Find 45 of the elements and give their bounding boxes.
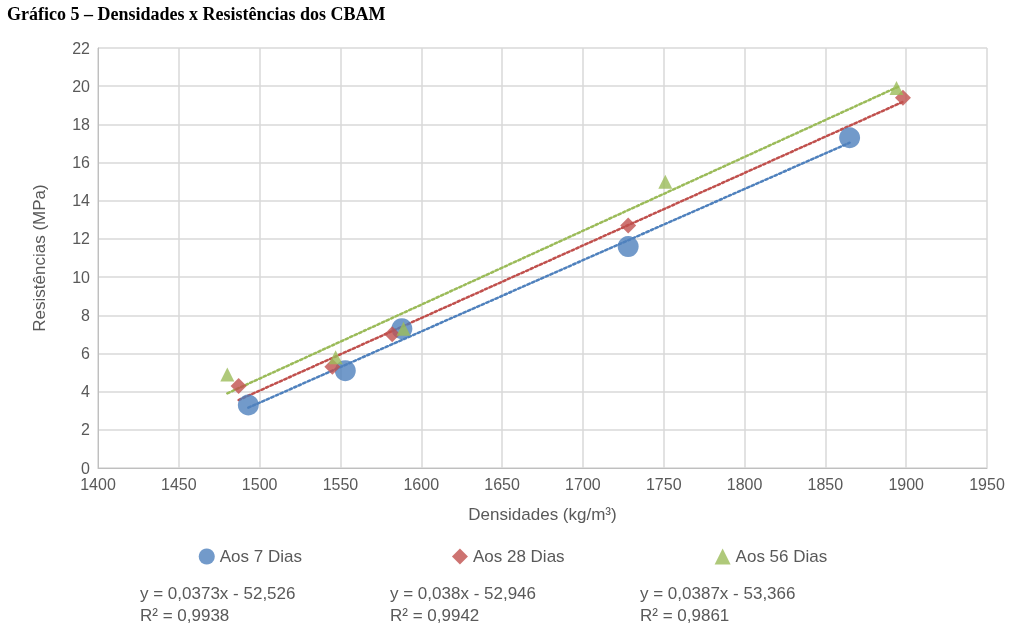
x-tick-label: 1950	[969, 475, 1005, 493]
point	[839, 127, 861, 149]
y-axis-title: Resistências (MPa)	[30, 184, 49, 332]
y-tick-label: 0	[81, 459, 91, 477]
y-tick-label: 6	[81, 344, 91, 362]
text: y = 0,038x - 52,946 R² = 0,9942	[390, 583, 537, 625]
point	[328, 350, 343, 365]
x-tick-label: 1550	[322, 475, 359, 493]
point	[620, 217, 637, 234]
x-tick-label: 1900	[888, 475, 925, 493]
legend-label: Aos 7 Dias	[219, 547, 302, 566]
y-tick-label: 4	[81, 383, 91, 401]
point	[230, 377, 247, 394]
y-tick-label: 20	[72, 77, 91, 95]
point	[384, 326, 401, 343]
legend-label: Aos 56 Dias	[735, 547, 828, 566]
chart-title: Gráfico 5 – Densidades x Resistências dos CBAM	[7, 4, 386, 24]
point	[889, 81, 904, 96]
x-tick-label: 1800	[726, 475, 763, 493]
x-tick-label: 1850	[807, 475, 844, 493]
text: y = 0,0373x - 52,526 R² = 0,9938	[140, 583, 296, 625]
point	[894, 89, 911, 106]
y-tick-label: 12	[72, 230, 91, 248]
text: y = 0,0387x - 53,366 R² = 0,9861	[640, 583, 796, 625]
point	[237, 394, 259, 416]
y-tick-label: 14	[72, 192, 91, 210]
point	[617, 236, 639, 258]
x-tick-label: 1500	[241, 475, 278, 493]
x-axis-title: Densidades (kg/m³)	[468, 505, 617, 524]
point	[220, 367, 235, 382]
point	[334, 360, 356, 382]
legend-label: Aos 28 Dias	[472, 547, 565, 566]
y-tick-label: 2	[81, 421, 91, 439]
x-tick-label: 1750	[645, 475, 682, 493]
x-tick-label: 1450	[161, 475, 197, 493]
y-tick-label: 10	[72, 268, 91, 286]
y-tick-label: 18	[72, 115, 91, 133]
point	[658, 174, 673, 189]
y-tick-label: 22	[72, 39, 91, 57]
y-tick-label: 8	[81, 306, 91, 324]
x-tick-label: 1600	[403, 475, 440, 493]
x-tick-label: 1650	[484, 475, 520, 493]
y-tick-label: 16	[72, 154, 91, 172]
x-tick-label: 1400	[80, 475, 116, 493]
x-tick-label: 1700	[565, 475, 601, 493]
